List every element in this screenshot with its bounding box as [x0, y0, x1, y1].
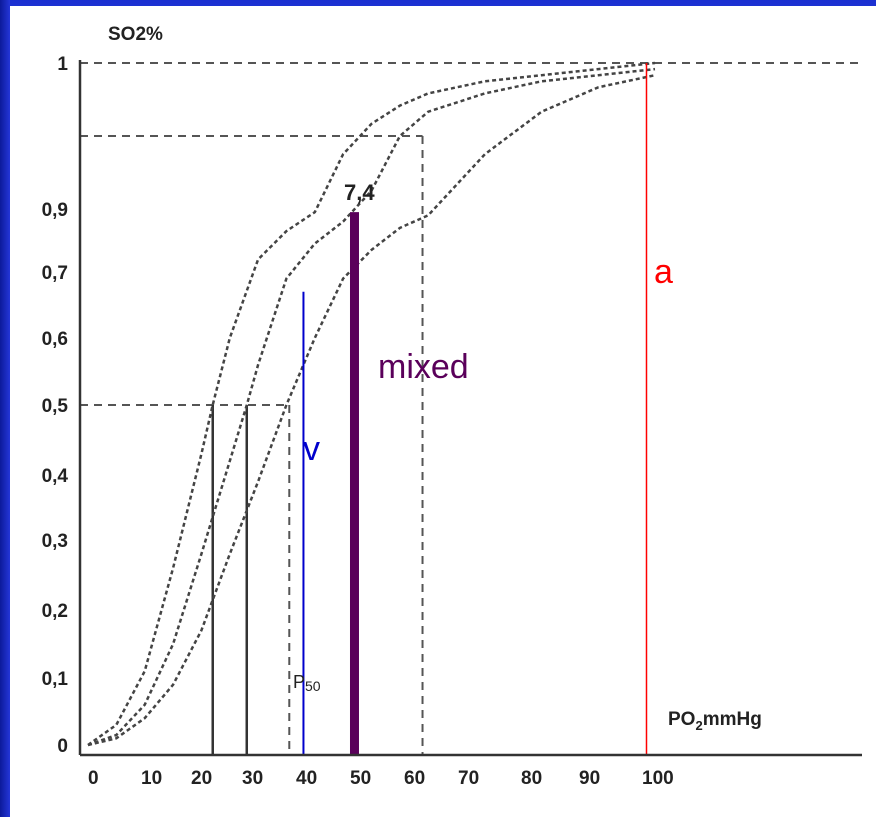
- y-tick-label: 0,3: [42, 531, 68, 552]
- reference-lines: [80, 62, 862, 755]
- axes: [78, 60, 862, 757]
- curve-label: 7,4: [344, 180, 375, 205]
- x-tick-label: 40: [296, 768, 317, 789]
- x-tick-label: 10: [141, 768, 162, 789]
- x-tick-label: 80: [521, 768, 542, 789]
- x-tick-label: 60: [404, 768, 425, 789]
- y-axis-label: SO2%: [108, 24, 163, 45]
- y-tick-label: 0,4: [42, 466, 69, 487]
- y-tick-label: 0,7: [42, 263, 68, 284]
- p50-label: P50: [293, 672, 321, 694]
- dissociation-curve-3: [87, 73, 656, 747]
- x-tick-label: 20: [191, 768, 212, 789]
- tick-labels: 0 10 20 30 40 50 60 70 80 90 100 0 0,1 0,2 0,3 0,4 0,5 0,…: [42, 54, 674, 789]
- chart-panel: [10, 6, 876, 817]
- marker-label-a: a: [654, 253, 673, 291]
- x-tick-label: 50: [350, 768, 371, 789]
- dissociation-curve-2: [87, 67, 656, 747]
- x-tick-label: 70: [458, 768, 479, 789]
- marker-label-mixed: mixed: [378, 348, 469, 386]
- x-tick-label: 90: [579, 768, 600, 789]
- y-tick-label: 0: [57, 736, 68, 757]
- x-tick-label: 100: [642, 768, 674, 789]
- x-tick-label: 0: [88, 768, 99, 789]
- marker-label-v: v: [303, 430, 320, 468]
- dissociation-curve-1: [87, 61, 656, 747]
- y-tick-label: 0,6: [42, 329, 68, 350]
- y-tick-label: 0,5: [42, 396, 69, 417]
- y-tick-label: 0,9: [42, 200, 68, 221]
- y-tick-label: 1: [57, 54, 68, 75]
- y-tick-label: 0,2: [42, 601, 68, 622]
- slide-side-strip: [0, 0, 10, 817]
- curves: [87, 61, 656, 747]
- y-tick-label: 0,1: [42, 669, 69, 690]
- x-axis-label: PO2mmHg: [668, 709, 762, 733]
- x-tick-label: 30: [242, 768, 263, 789]
- markers: [302, 63, 648, 755]
